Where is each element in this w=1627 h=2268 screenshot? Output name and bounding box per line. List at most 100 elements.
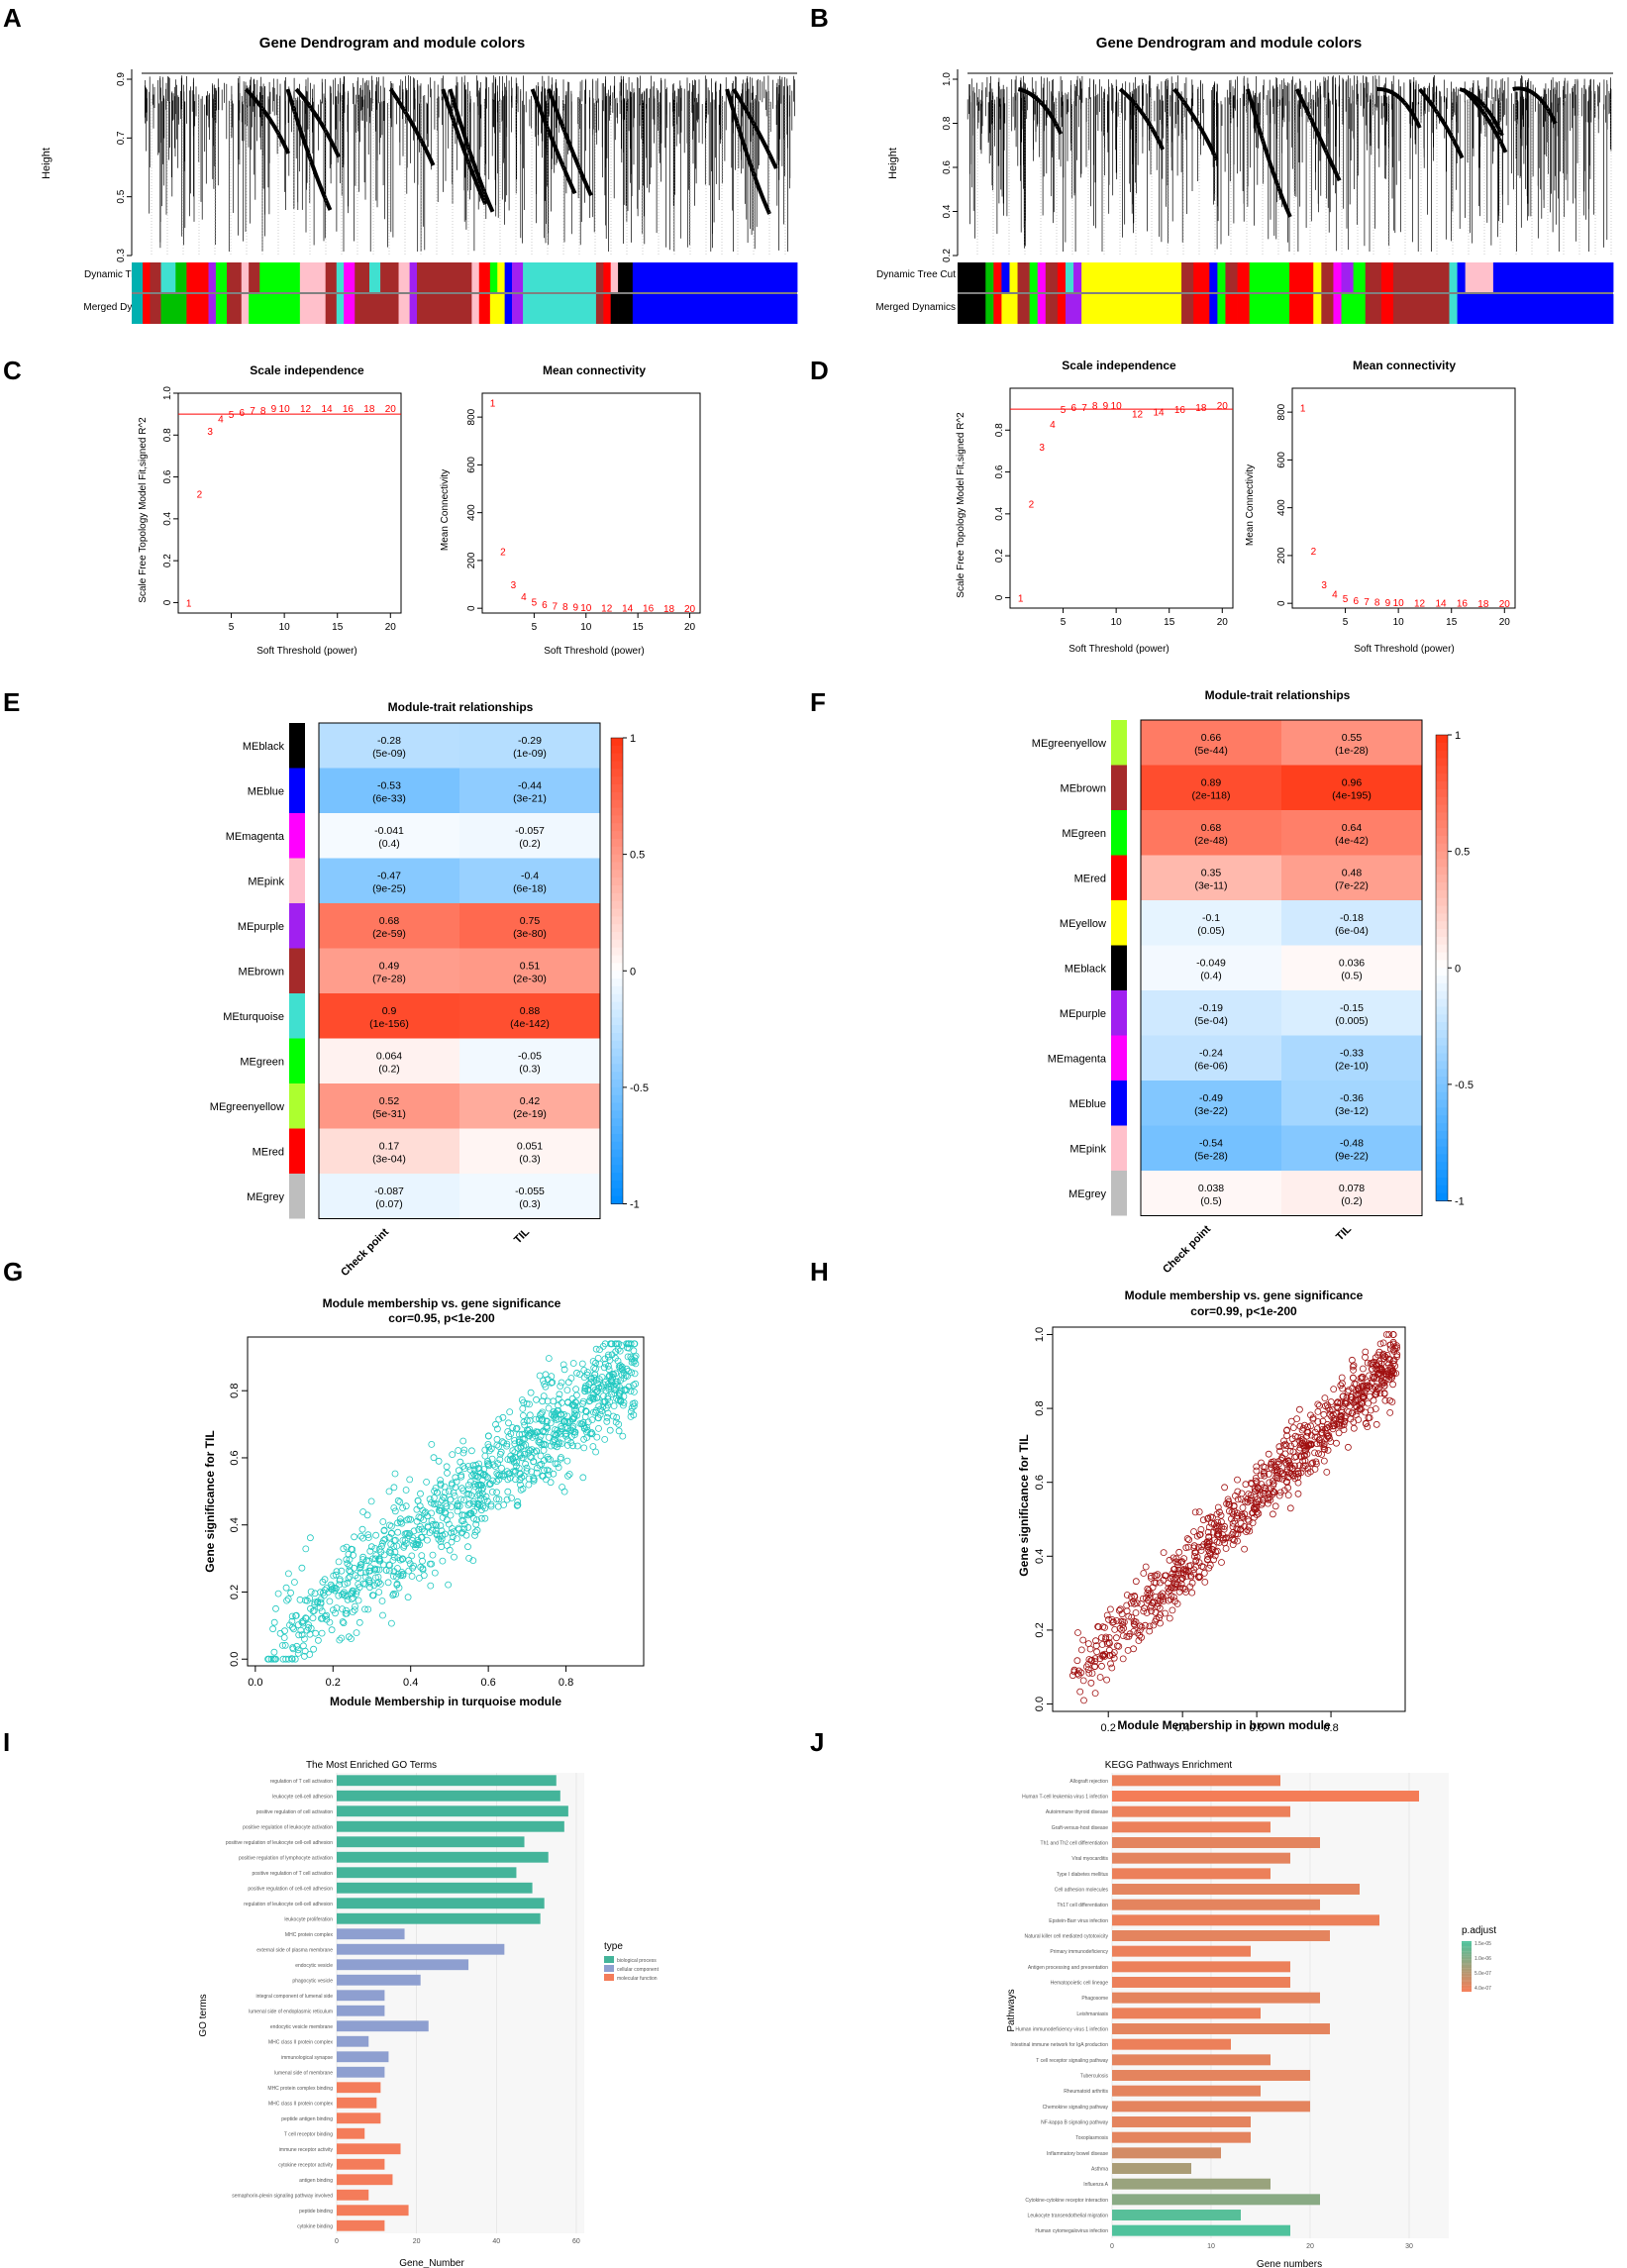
cell-pvalue: (0.005) [1335,1015,1368,1027]
merged-dynamics-segment [1321,294,1334,324]
category-label: external side of plasma membrane [256,1947,333,1953]
gene-point [601,1355,609,1363]
bar [337,1867,517,1879]
gene-point [1260,1496,1267,1504]
gene-point [1388,1369,1395,1376]
gene-point [1393,1353,1400,1361]
gene-point [477,1514,485,1522]
gene-point [1245,1517,1253,1525]
gene-point [291,1655,299,1663]
gene-point [592,1448,599,1456]
bar [1112,2163,1191,2174]
gene-point [1281,1459,1289,1466]
gene-point [449,1451,457,1458]
trait-column-label: Check point [339,1226,391,1279]
gene-point [1284,1484,1291,1492]
dynamic-tree-cut-segment [1333,262,1342,292]
gene-point [272,1604,279,1612]
gene-point [1130,1645,1137,1653]
gene-point [278,1642,286,1649]
legend-gradient-step [1462,1973,1472,1976]
bar [1112,2131,1251,2143]
dynamic-tree-cut-segment [512,262,524,292]
gene-point [1275,1492,1283,1499]
gene-point [1154,1571,1162,1578]
gene-point [1253,1511,1261,1518]
cell-correlation: -0.49 [1199,1092,1223,1104]
gene-point [540,1392,548,1399]
gene-point [391,1470,399,1478]
gene-point [1131,1621,1139,1629]
bar [337,1851,549,1863]
color-scale-label: -0.5 [630,1082,649,1094]
cell-pvalue: (7e-22) [1335,879,1369,891]
cell-pvalue: (2e-59) [372,928,406,940]
gene-point [1146,1622,1154,1630]
gene-point [1372,1354,1379,1362]
gene-point [530,1476,538,1483]
heatmap-cell [319,1083,459,1129]
category-label: Th17 cell differentiation [1057,1903,1108,1908]
heatmap-cell [1141,1171,1281,1216]
gene-point [410,1562,418,1570]
category-label: T cell receptor binding [284,2131,333,2137]
gene-point [452,1484,459,1492]
gene-point [1237,1519,1245,1527]
cell-correlation: 0.89 [1201,776,1222,788]
gene-point [338,1567,346,1575]
dendrogram-cluster-branch [448,88,495,213]
gene-point [615,1427,623,1435]
module-color-swatch [289,813,305,859]
bar [1112,1805,1290,1817]
merged-dynamics-segment [985,294,994,324]
gene-point [1219,1536,1227,1544]
gene-point [365,1578,373,1585]
gene-point [630,1382,638,1389]
gene-point [527,1389,535,1396]
x-tick-label: 0 [335,2238,339,2245]
gene-point [1251,1503,1259,1511]
j-title: KEGG Pathways Enrichment [1105,1760,1233,1771]
heatmap-cell [319,993,459,1039]
gene-point [329,1606,337,1613]
gene-point [340,1545,348,1553]
gene-point [567,1439,574,1447]
gene-point [1229,1541,1237,1548]
bar [337,1836,525,1848]
category-label: regulation of T cell activation [270,1779,333,1785]
cell-pvalue: (0.4) [378,838,400,850]
merged-dynamics-segment [618,294,634,324]
gene-point [1191,1549,1199,1556]
gene-point [606,1426,614,1434]
gene-point [354,1574,361,1582]
x-tick-label: 15 [1164,617,1175,628]
gene-point [326,1598,334,1605]
gene-point [628,1369,636,1377]
legend-gradient-step [1462,1980,1472,1982]
gene-point [1098,1662,1105,1670]
heatmap-cell [1141,720,1281,766]
gene-point [1213,1510,1221,1518]
gene-point [464,1463,472,1470]
gene-point [595,1425,602,1432]
gene-point [396,1556,404,1564]
color-scale-step [611,854,623,863]
gene-point [614,1396,622,1404]
panel-d-mean-connectivity: Mean connectivity Soft Threshold (power)… [1245,359,1516,655]
bar [1112,2178,1271,2190]
gene-point [1208,1545,1216,1553]
gene-point [510,1459,518,1466]
gene-point [1297,1453,1305,1460]
gene-point [306,1595,314,1602]
gene-point [1265,1499,1271,1507]
gene-point [443,1463,451,1471]
x-tick-label: 20 [413,2238,421,2245]
color-scale-step [1436,881,1448,891]
legend-label: 5.0e-07 [1474,1971,1491,1977]
gene-point [584,1369,591,1376]
color-scale-step [1436,1091,1448,1101]
color-scale-step [611,831,623,840]
gene-point [390,1590,397,1598]
gene-point [381,1535,389,1543]
color-scale-step [1436,1177,1448,1186]
